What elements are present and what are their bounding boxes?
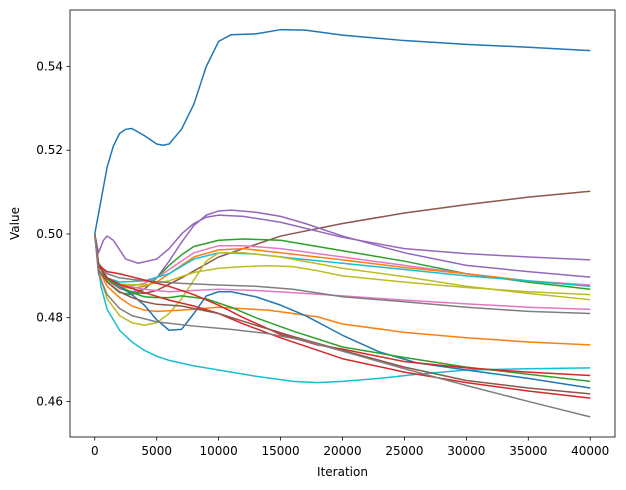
series-line-13 [94,233,591,346]
x-tick-label: 20000 [323,444,361,458]
x-tick-label: 35000 [509,444,547,458]
x-axis-ticks: 0 5000 10000 15000 20000 25000 30000 35000 40000 [91,437,609,458]
x-axis-label: Iteration [317,465,368,479]
x-tick-label: 15000 [261,444,299,458]
series-line-14 [94,233,591,384]
x-tick-label: 5000 [141,444,172,458]
series-line-2 [94,190,591,295]
plot-lines [94,28,591,418]
series-line-12 [94,233,591,315]
x-tick-label: 10000 [200,444,238,458]
x-tick-label: 25000 [385,444,423,458]
series-line-10 [94,233,591,326]
y-tick-label: 0.46 [36,394,63,408]
y-tick-label: 0.52 [36,143,63,157]
x-tick-label: 30000 [447,444,485,458]
series-line-20 [94,233,591,418]
series-line-3 [94,214,591,265]
y-tick-label: 0.50 [36,227,63,241]
y-tick-label: 0.54 [36,60,63,74]
series-line-16 [94,233,591,383]
series-line-15 [94,233,591,389]
y-axis-ticks: 0.46 0.48 0.50 0.52 0.54 [36,60,70,408]
series-line-1 [94,28,591,235]
y-axis-label: Value [8,207,22,240]
y-tick-label: 0.48 [36,311,63,325]
series-line-17 [94,233,591,377]
x-tick-label: 40000 [571,444,609,458]
series-line-19 [94,233,591,395]
x-tick-label: 0 [91,444,99,458]
